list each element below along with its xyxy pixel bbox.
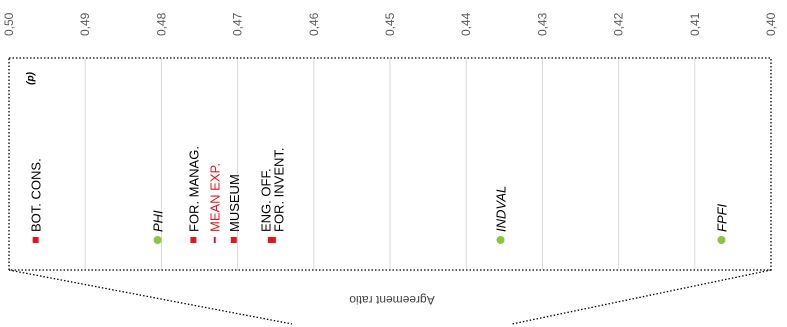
square-marker bbox=[230, 237, 237, 243]
point-label: PHI bbox=[151, 210, 166, 232]
point-label: ENG. OFF. bbox=[258, 168, 273, 232]
tick-label: 0,43 bbox=[535, 12, 549, 36]
point-label: BOT. CONS. bbox=[29, 158, 44, 232]
plot-frame bbox=[8, 57, 772, 325]
point-label: FOR. INVENT. bbox=[271, 147, 286, 232]
tick-label: 0,47 bbox=[231, 12, 245, 36]
point-label: FPFI bbox=[714, 203, 729, 232]
tick-label: 0,41 bbox=[688, 12, 702, 36]
point-label: MUSEUM bbox=[227, 174, 242, 232]
tick-label: 0,48 bbox=[154, 12, 168, 36]
tick-label: 0,40 bbox=[764, 12, 778, 36]
circle-marker bbox=[153, 236, 162, 244]
square-marker bbox=[190, 237, 197, 243]
circle-marker bbox=[717, 236, 726, 244]
data-marks: BOT. CONS. FOR. MANAG. MUSEUM ENG. OFF.FOR.… bbox=[29, 146, 729, 244]
tick-label: 0,49 bbox=[78, 12, 92, 36]
tick-label: 0,45 bbox=[383, 12, 397, 36]
square-marker bbox=[267, 237, 276, 243]
x-axis-label: Agreement ratio bbox=[349, 293, 435, 307]
point-label: MEAN EXP. bbox=[208, 163, 223, 232]
tick-labels: 0,50 0,49 0,48 0,47 0,46 0,45 0,44 0,43 0,42 0,41… bbox=[2, 12, 778, 36]
tick-label: 0,46 bbox=[307, 12, 321, 36]
tick-label: 0,42 bbox=[612, 12, 626, 36]
frame-rect bbox=[8, 57, 772, 271]
funnel-line-left bbox=[8, 269, 293, 325]
grid-lines bbox=[84, 58, 696, 270]
square-marker bbox=[32, 237, 39, 243]
point-label: INDVAL bbox=[493, 186, 508, 232]
funnel-line-right bbox=[511, 269, 772, 325]
tick-label: 0,44 bbox=[459, 12, 473, 36]
circle-marker bbox=[496, 236, 505, 244]
panel-label: (d) bbox=[25, 72, 36, 85]
point-label: FOR. MANAG. bbox=[186, 146, 201, 232]
tick-label: 0,50 bbox=[2, 12, 16, 36]
